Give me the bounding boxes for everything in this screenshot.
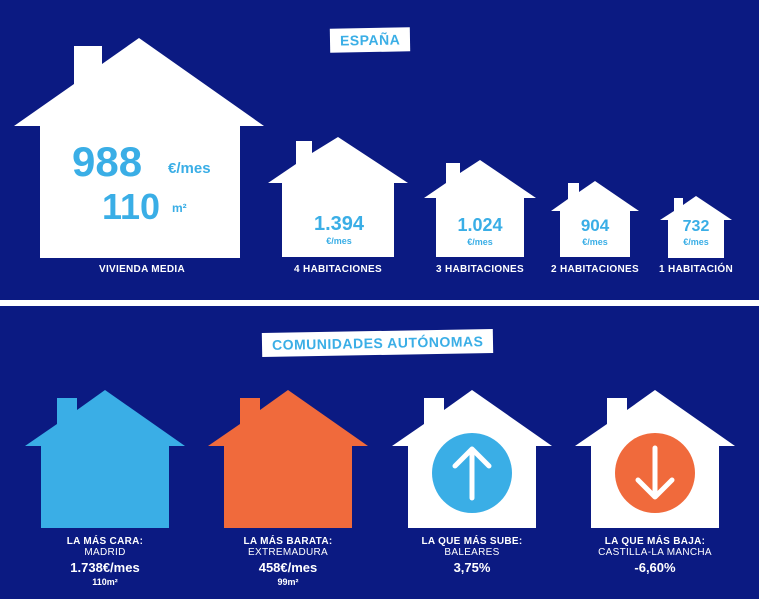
region-baleares-name: BALEARES: [444, 547, 500, 558]
region-extremadura-area: 99m²: [277, 577, 299, 587]
region-extremadura: LA MÁS BARATA: EXTREMADURA 458€/mes 99m²: [208, 536, 368, 587]
house-1-room: [660, 196, 732, 258]
region-castilla-name: CASTILLA-LA MANCHA: [598, 547, 712, 558]
region-castilla-value: -6,60%: [634, 560, 676, 575]
region-madrid-title: LA MÁS CARA:: [66, 536, 144, 547]
house-extremadura: [208, 390, 368, 528]
house-1-unit: €/mes: [683, 237, 709, 247]
region-castilla-la-mancha: LA QUE MÁS BAJA: CASTILLA-LA MANCHA -6,6…: [575, 536, 735, 575]
region-extremadura-name: EXTREMADURA: [248, 547, 328, 558]
main-area-unit: m²: [172, 201, 187, 215]
house-2-price: 904: [580, 216, 610, 235]
main-area: 110: [102, 186, 161, 227]
arrow-down-icon: [614, 432, 696, 519]
section-title-spain: ESPAÑA: [329, 27, 411, 53]
section-title-communities: COMUNIDADES AUTÓNOMAS: [261, 328, 494, 358]
arrow-up-icon: [431, 432, 513, 519]
main-price: 988: [72, 138, 143, 185]
region-madrid-value: 1.738€/mes: [70, 560, 140, 575]
house-3-label: 3 HABITACIONES: [436, 264, 524, 275]
region-madrid-name: MADRID: [84, 547, 126, 558]
region-baleares-value: 3,75%: [453, 560, 491, 575]
house-main: [14, 38, 264, 258]
region-baleares-title: LA QUE MÁS SUBE:: [421, 536, 523, 547]
house-madrid: [25, 390, 185, 528]
house-4-price: 1.394: [313, 213, 365, 235]
house-4-label: 4 HABITACIONES: [294, 264, 382, 275]
region-madrid-area: 110m²: [92, 577, 118, 587]
house-3-rooms: [424, 160, 536, 257]
region-extremadura-title: LA MÁS BARATA:: [243, 536, 333, 547]
region-castilla-title: LA QUE MÁS BAJA:: [604, 536, 706, 547]
house-1-price: 732: [682, 218, 710, 235]
region-extremadura-value: 458€/mes: [258, 560, 318, 575]
house-2-rooms: [551, 181, 639, 257]
house-4-unit: €/mes: [326, 236, 352, 246]
house-1-label: 1 HABITACIÓN: [659, 264, 733, 275]
house-2-unit: €/mes: [582, 237, 608, 247]
house-3-price: 1.024: [457, 215, 503, 235]
section-divider: [0, 300, 759, 306]
region-madrid: LA MÁS CARA: MADRID 1.738€/mes 110m²: [25, 536, 185, 587]
main-label: VIVIENDA MEDIA: [98, 264, 186, 275]
house-3-unit: €/mes: [467, 237, 493, 247]
house-4-rooms: [268, 137, 408, 257]
house-2-label: 2 HABITACIONES: [551, 264, 639, 275]
main-price-unit: €/mes: [168, 160, 211, 177]
region-baleares: LA QUE MÁS SUBE: BALEARES 3,75%: [392, 536, 552, 575]
